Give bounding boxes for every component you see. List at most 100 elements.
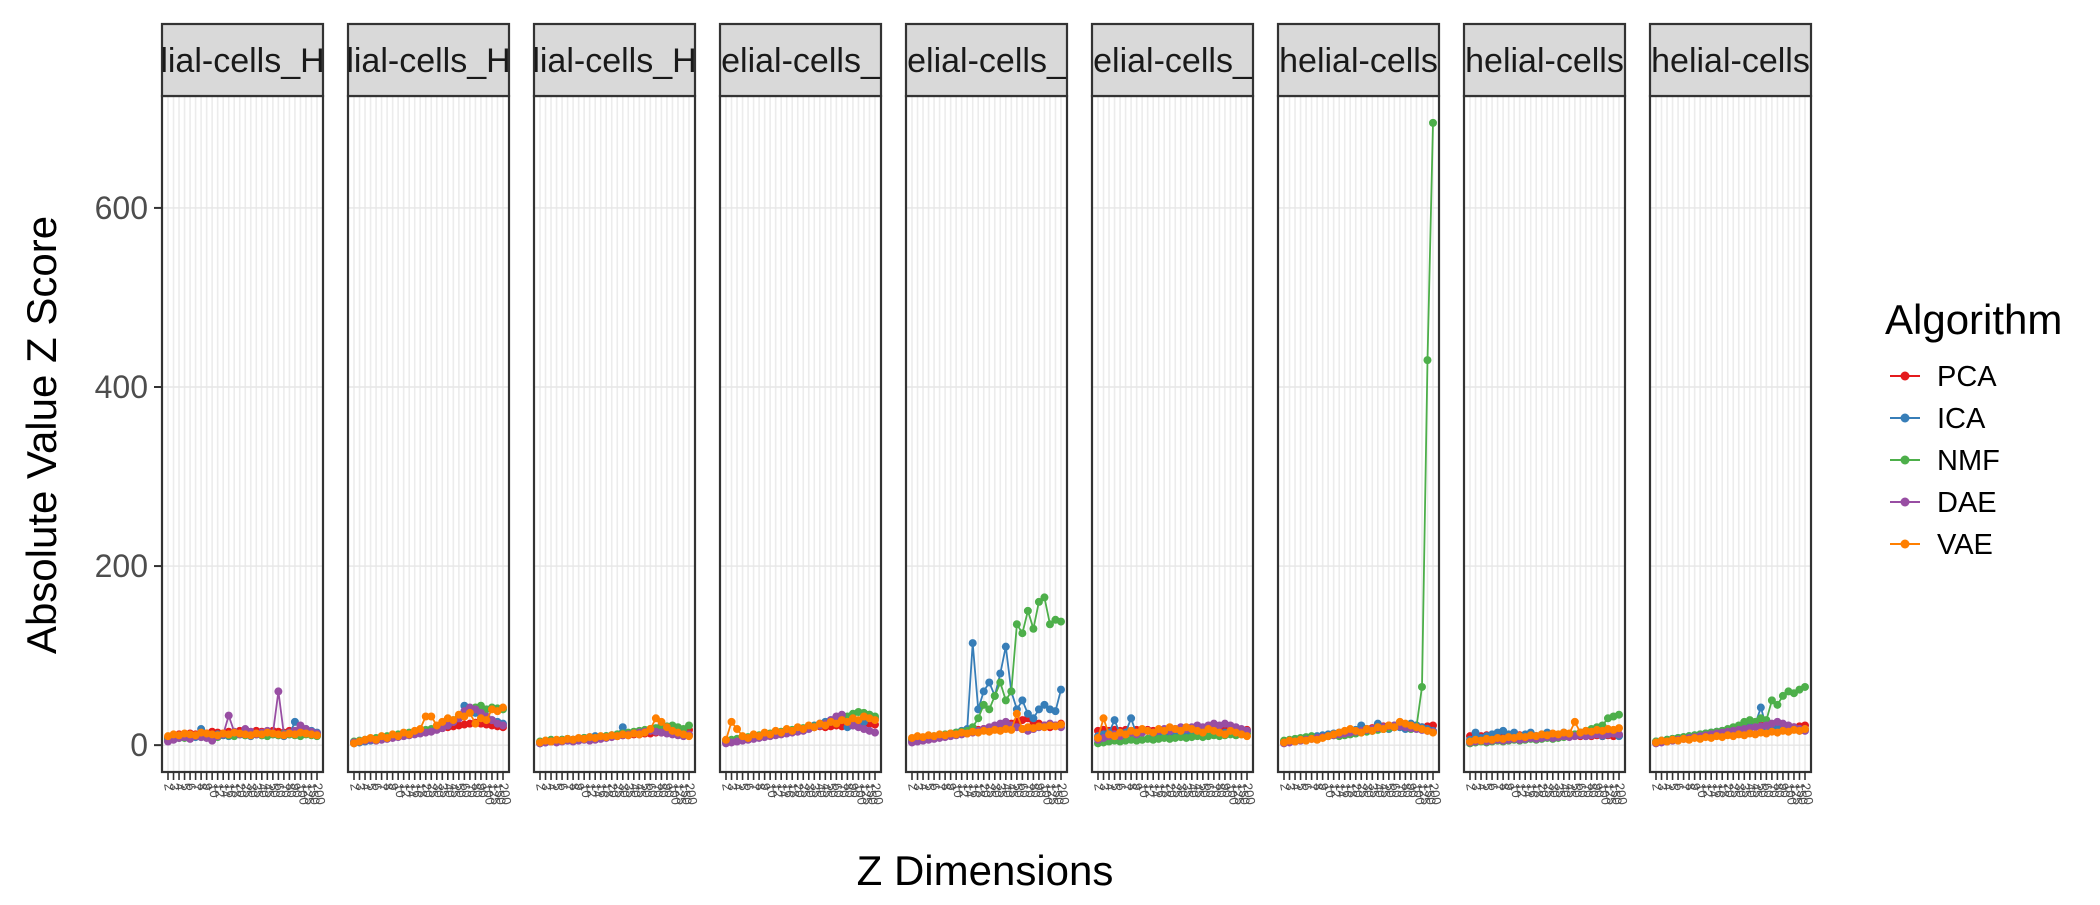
panel-background [348, 96, 509, 772]
x-tick-label: 18 [1715, 782, 1732, 799]
y-tick-label: 200 [95, 548, 148, 584]
x-tick-label: 100 [1781, 782, 1800, 806]
data-point-ica [1029, 714, 1038, 723]
data-point-dae [871, 728, 879, 737]
x-tick-label: 70 [835, 782, 852, 799]
x-tick-label: 5 [364, 782, 380, 792]
x-tick-label: 12 [211, 782, 228, 799]
legend-key-point [1900, 539, 1910, 549]
x-tick-label: 200 [1426, 782, 1445, 806]
panel-gridlines [1650, 96, 1811, 772]
x-tick-label: 125 [299, 782, 318, 806]
x-tick-label: 45 [1376, 782, 1393, 799]
x-tick-label: 8 [1682, 782, 1698, 792]
x-axis-ticks: 2345678910121416182025303540455060708090… [1277, 772, 1445, 806]
data-point-vae [427, 712, 436, 721]
data-point-vae [499, 703, 507, 712]
facet-panel-3: lial-cells_H2345678910121416182025303540… [532, 22, 701, 806]
x-tick-label: 90 [660, 782, 677, 799]
facet-strip [532, 22, 697, 98]
facet-panel-5: elial-cells_2345678910121416182025303540… [904, 22, 1073, 806]
panel-gridlines [534, 96, 695, 772]
x-tick-label: 5 [1666, 782, 1682, 792]
x-tick-label: 18 [413, 782, 430, 799]
x-tick-label: 45 [818, 782, 835, 799]
x-tick-label: 25 [1540, 782, 1557, 799]
x-tick-label: 125 [1787, 782, 1806, 806]
x-tick-label: 4 [1102, 782, 1118, 792]
x-tick-label: 50 [1754, 782, 1771, 799]
x-tick-label: 5 [1294, 782, 1310, 792]
panel-gridlines [906, 96, 1067, 772]
data-point-vae [1243, 732, 1251, 741]
x-tick-label: 14 [774, 782, 791, 799]
x-axis-ticks: 2345678910121416182025303540455060708090… [1649, 772, 1817, 806]
panel-gridlines [1278, 96, 1439, 772]
x-tick-label: 12 [1513, 782, 1530, 799]
facet-panel-4: elial-cells_2345678910121416182025303540… [718, 22, 887, 806]
x-tick-label: 150 [1235, 782, 1254, 806]
x-tick-label: 8 [752, 782, 768, 792]
x-tick-label: 3 [1655, 782, 1671, 792]
data-point-ica [1001, 642, 1010, 651]
x-tick-label: 4 [1474, 782, 1490, 792]
x-tick-label: 35 [1737, 782, 1754, 799]
legend-key-point [1900, 497, 1910, 507]
x-tick-label: 20 [977, 782, 994, 799]
x-tick-label: 90 [1776, 782, 1793, 799]
x-tick-label: 35 [1365, 782, 1382, 799]
x-tick-label: 60 [1573, 782, 1590, 799]
x-tick-label: 10 [1321, 782, 1338, 799]
x-tick-label: 12 [1141, 782, 1158, 799]
x-tick-label: 100 [1223, 782, 1242, 806]
x-tick-label: 25 [796, 782, 813, 799]
x-tick-label: 9 [1688, 782, 1704, 792]
x-tick-label: 12 [955, 782, 972, 799]
x-tick-label: 6 [741, 782, 757, 792]
x-tick-label: 12 [1327, 782, 1344, 799]
x-tick-label: 2 [1091, 782, 1107, 792]
panel-background [534, 96, 695, 772]
legend-item-nmf: NMF [1890, 445, 2000, 477]
x-tick-label: 6 [1113, 782, 1129, 792]
x-tick-label: 200 [1240, 782, 1259, 806]
x-tick-label: 40 [255, 782, 272, 799]
x-tick-label: 70 [463, 782, 480, 799]
x-tick-label: 16 [594, 782, 611, 799]
x-tick-label: 2 [533, 782, 549, 792]
x-tick-label: 7 [747, 782, 763, 792]
x-tick-label: 90 [846, 782, 863, 799]
x-tick-label: 6 [1299, 782, 1315, 792]
x-tick-label: 40 [441, 782, 458, 799]
data-point-ica [996, 669, 1005, 678]
x-tick-label: 3 [167, 782, 183, 792]
x-tick-label: 125 [1415, 782, 1434, 806]
x-tick-label: 200 [682, 782, 701, 806]
panel-background [162, 96, 323, 772]
x-tick-label: 50 [1568, 782, 1585, 799]
x-tick-label: 80 [840, 782, 857, 799]
panel-gridlines [720, 96, 881, 772]
x-tick-label: 7 [375, 782, 391, 792]
data-point-dae [499, 721, 507, 730]
x-tick-label: 7 [1491, 782, 1507, 792]
x-tick-label: 50 [452, 782, 469, 799]
x-tick-label: 30 [1546, 782, 1563, 799]
x-tick-label: 100 [1037, 782, 1056, 806]
x-tick-label: 200 [1054, 782, 1073, 806]
x-tick-label: 9 [1316, 782, 1332, 792]
data-point-vae [1429, 728, 1437, 737]
x-tick-label: 125 [857, 782, 876, 806]
x-tick-label: 150 [1607, 782, 1626, 806]
x-tick-label: 35 [1551, 782, 1568, 799]
x-tick-label: 30 [1174, 782, 1191, 799]
panel-background [906, 96, 1067, 772]
legend-key-point [1900, 371, 1910, 381]
x-tick-label: 200 [868, 782, 887, 806]
y-tick-label: 0 [130, 727, 148, 763]
x-tick-label: 90 [1032, 782, 1049, 799]
facet-strip-label: lial-cells_H [160, 42, 324, 80]
x-tick-label: 4 [358, 782, 374, 792]
x-tick-label: 6 [1671, 782, 1687, 792]
x-tick-label: 3 [911, 782, 927, 792]
